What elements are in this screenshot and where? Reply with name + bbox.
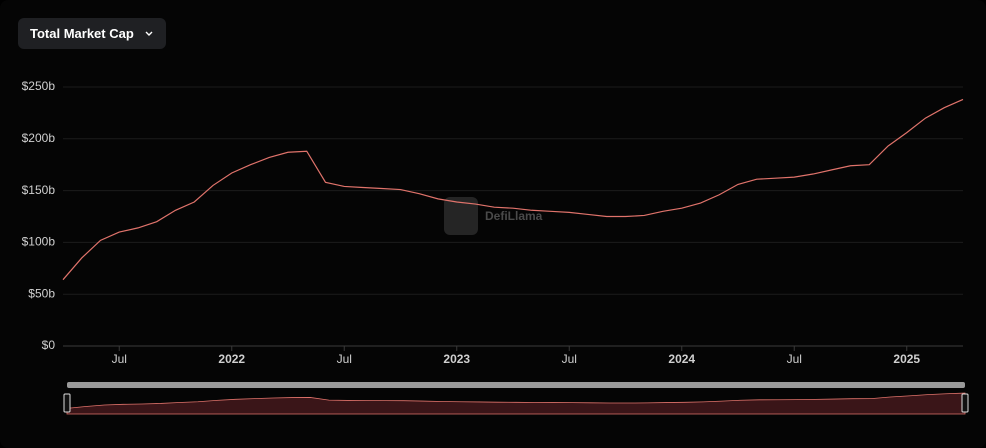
chevron [145, 31, 153, 36]
x-tick-label: 2023 [443, 352, 470, 366]
x-tick-label: Jul [337, 352, 352, 366]
brush-area [66, 392, 966, 415]
dropdown-label: Total Market Cap [30, 26, 134, 41]
y-tick-label: $100b [22, 235, 56, 249]
brush-track [67, 382, 965, 388]
y-tick-label: $250b [22, 79, 56, 93]
x-tick-label: Jul [787, 352, 802, 366]
y-tick-label: $150b [22, 183, 56, 197]
y-tick-label: $0 [42, 338, 56, 352]
metric-dropdown[interactable]: Total Market Cap [18, 18, 166, 49]
line [62, 98, 964, 281]
watermark-logo [444, 197, 478, 235]
x-tick-label: 2025 [893, 352, 920, 366]
x-tick-label: 2024 [668, 352, 695, 366]
brush-handle [961, 393, 969, 413]
watermark: DefiLlama [485, 209, 543, 223]
x-tick-label: Jul [562, 352, 577, 366]
y-tick-label: $200b [22, 131, 56, 145]
brush-handle [63, 393, 71, 413]
x-tick-label: 2022 [218, 352, 245, 366]
y-tick-label: $50b [28, 286, 55, 300]
x-tick-label: Jul [112, 352, 127, 366]
